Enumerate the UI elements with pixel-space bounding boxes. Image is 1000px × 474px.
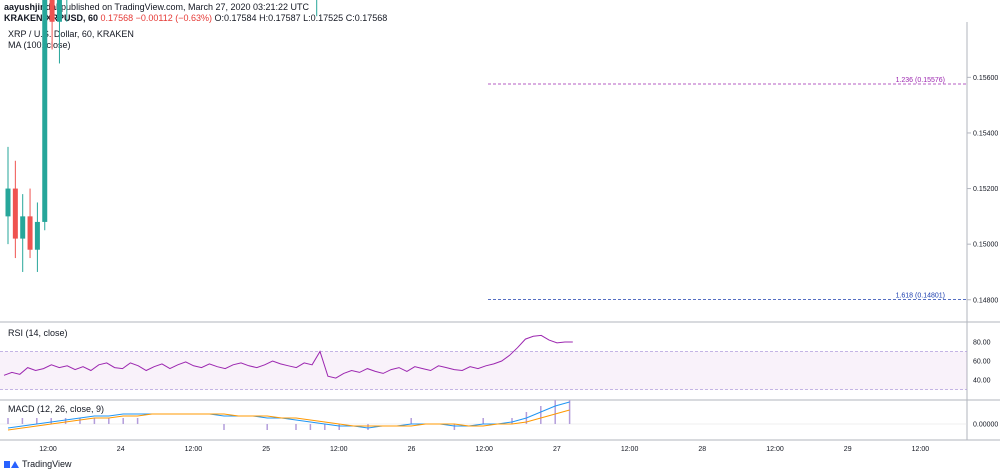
time-tick-label: 25 (262, 446, 270, 453)
low-value: L:0.17525 (303, 13, 344, 23)
publish-info: aayushjindal published on TradingView.co… (4, 2, 309, 12)
tradingview-logo-icon (4, 460, 19, 469)
time-tick-label: 24 (117, 446, 125, 453)
candle-body (49, 0, 55, 22)
fib-level-label: 1.618 (0.14801) (896, 292, 945, 299)
brand-name: TradingView (22, 459, 72, 469)
time-tick-label: 12:00 (185, 446, 203, 453)
price-tick-label: 0.15400 (973, 130, 998, 137)
time-tick-label: 28 (698, 446, 706, 453)
author-name[interactable]: aayushjindal (4, 2, 59, 12)
candle-body (12, 188, 18, 239)
macd-tick-label: 0.00000 (973, 422, 998, 429)
time-tick-label: 12:00 (330, 446, 348, 453)
high-value: H:0.17587 (259, 13, 301, 23)
rsi-tick-label: 60.00 (973, 359, 991, 366)
time-tick-label: 12:00 (39, 446, 57, 453)
rsi-legend[interactable]: RSI (14, close) (8, 328, 68, 338)
time-tick-label: 27 (553, 446, 561, 453)
macd-signal-line (7, 409, 570, 431)
time-tick-label: 12:00 (621, 446, 639, 453)
price-tick-label: 0.15200 (973, 186, 998, 193)
time-tick-label: 26 (408, 446, 416, 453)
rsi-band (0, 351, 967, 390)
pair-legend[interactable]: XRP / U.S. Dollar, 60, KRAKEN (8, 29, 134, 39)
candle-body (27, 216, 33, 250)
published-text: published on TradingView.com, March 27, … (61, 2, 310, 12)
time-tick-label: 12:00 (912, 446, 930, 453)
rsi-tick-label: 40.00 (973, 378, 991, 385)
open-value: O:0.17584 (214, 13, 257, 23)
candle-body (20, 216, 26, 239)
footer-brand[interactable]: TradingView (4, 459, 72, 469)
macd-legend[interactable]: MACD (12, 26, close, 9) (8, 404, 105, 414)
candle-body (56, 0, 62, 22)
price-tick-label: 0.14800 (973, 297, 998, 304)
candle-body (5, 188, 11, 217)
price-change: −0.00112 (−0.63%) (135, 13, 212, 23)
time-tick-label: 12:00 (766, 446, 784, 453)
time-tick-label: 29 (844, 446, 852, 453)
rsi-tick-label: 80.00 (973, 340, 991, 347)
close-value: C:0.17568 (345, 13, 388, 23)
last-price: 0.17568 (100, 13, 134, 23)
price-tick-label: 0.15000 (973, 242, 998, 249)
ma-legend[interactable]: MA (100, close) (8, 40, 71, 50)
candle-body (34, 221, 40, 250)
candle-body (42, 0, 48, 222)
rsi-line (3, 334, 573, 379)
price-tick-label: 0.15600 (973, 75, 998, 82)
time-tick-label: 12:00 (475, 446, 493, 453)
fib-level-label: 1.236 (0.15576) (896, 77, 945, 84)
macd-line (7, 401, 570, 429)
